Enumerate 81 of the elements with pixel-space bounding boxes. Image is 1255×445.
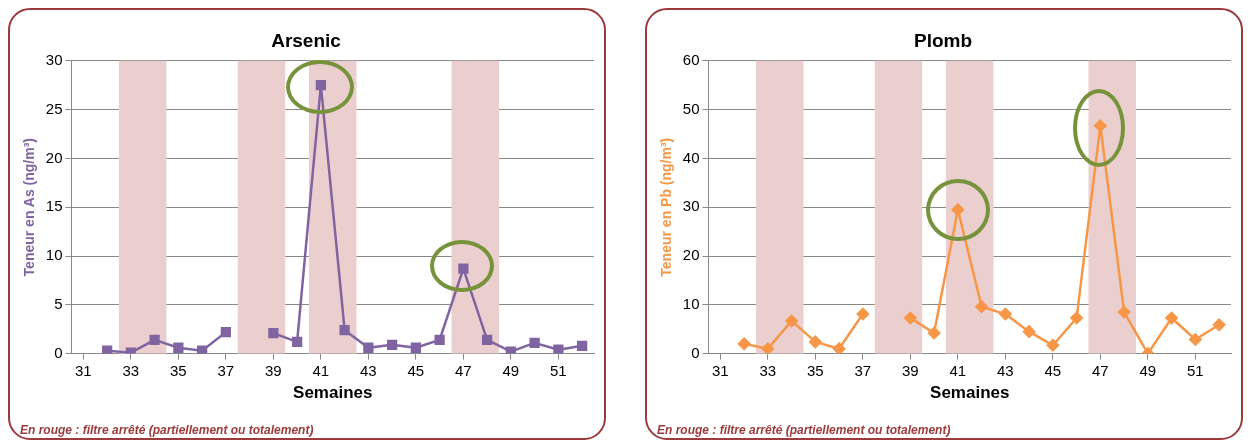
- point: [785, 314, 798, 328]
- point: [1165, 311, 1178, 325]
- y-tick-label: 30: [682, 197, 700, 215]
- text: En rouge : filtre arrêté (partiellement ou totalement): [20, 423, 314, 437]
- x-tick-label: 47: [455, 361, 472, 379]
- point: [101, 345, 113, 354]
- x-tick-label: 45: [407, 361, 425, 379]
- point: [458, 263, 469, 274]
- point: [737, 337, 751, 351]
- y-tick-label: 10: [682, 294, 700, 312]
- point: [291, 336, 303, 348]
- x-tick-label: 33: [122, 361, 140, 379]
- y-tick-label: 40: [682, 148, 700, 166]
- x-tick-label: 49: [1139, 361, 1157, 379]
- point: [1022, 325, 1036, 338]
- point: [809, 335, 822, 349]
- x-tick-label: 37: [217, 361, 235, 379]
- x-tick-label: 37: [854, 361, 872, 379]
- point: [363, 342, 374, 353]
- point: [761, 342, 775, 354]
- point: [196, 345, 208, 354]
- y-axis-title: Teneur en As (ng/m³): [21, 137, 38, 277]
- y-tick-label: 10: [45, 246, 63, 264]
- chart-title: Plomb: [913, 29, 973, 51]
- y-axis-title: Teneur en Pb (ng/m³): [658, 137, 675, 277]
- point: [529, 337, 540, 348]
- x-tick-label: 41: [312, 361, 330, 379]
- y-tick-label: 0: [691, 343, 700, 361]
- point: [481, 334, 493, 346]
- text: En rouge : filtre arrêté (partiellement ou totalement): [657, 423, 951, 437]
- x-tick-label: 43: [997, 361, 1014, 379]
- point: [410, 342, 422, 353]
- y-tick-label: 20: [45, 148, 63, 166]
- y-tick-label: 60: [682, 50, 700, 68]
- point: [904, 311, 917, 325]
- x-tick-label: 51: [1187, 361, 1204, 379]
- point: [856, 307, 870, 321]
- point: [1094, 119, 1107, 132]
- point: [553, 344, 564, 354]
- x-tick-label: 43: [360, 361, 377, 379]
- x-tick-label: 51: [550, 361, 567, 379]
- point: [386, 339, 398, 350]
- y-tick-label: 50: [682, 99, 700, 117]
- point: [1070, 311, 1083, 325]
- x-tick-label: 47: [1092, 361, 1109, 379]
- x-tick-label: 35: [170, 361, 187, 379]
- point: [1046, 339, 1060, 352]
- x-tick-label: 35: [807, 361, 824, 379]
- x-tick-label: 33: [759, 361, 777, 379]
- point: [999, 307, 1012, 321]
- x-tick-label: 31: [712, 361, 729, 379]
- point: [1189, 333, 1202, 346]
- x-axis-title: Semaines: [293, 383, 373, 403]
- y-tick-label: 25: [45, 99, 63, 117]
- x-tick-label: 45: [1044, 361, 1062, 379]
- x-tick-label: 39: [265, 361, 282, 379]
- point: [315, 80, 327, 91]
- x-tick-label: 39: [902, 361, 919, 379]
- y-tick-label: 30: [45, 50, 63, 68]
- y-tick-label: 20: [682, 246, 700, 264]
- point: [832, 342, 846, 354]
- point: [1212, 318, 1226, 332]
- point: [434, 334, 445, 346]
- point: [927, 326, 941, 340]
- point: [576, 340, 588, 351]
- point: [220, 326, 231, 338]
- y-tick-label: 15: [45, 197, 63, 215]
- y-tick-label: 0: [54, 343, 63, 361]
- x-axis-title: Semaines: [930, 383, 1010, 403]
- point: [339, 325, 350, 336]
- x-tick-label: 41: [949, 361, 967, 379]
- point: [173, 342, 184, 353]
- point: [975, 300, 988, 313]
- point: [268, 327, 279, 339]
- x-tick-label: 49: [502, 361, 520, 379]
- point: [951, 203, 965, 216]
- chart-title: Arsenic: [271, 29, 342, 51]
- point: [1117, 305, 1131, 319]
- point: [149, 334, 160, 346]
- x-tick-label: 31: [75, 361, 92, 379]
- y-tick-label: 5: [54, 294, 63, 312]
